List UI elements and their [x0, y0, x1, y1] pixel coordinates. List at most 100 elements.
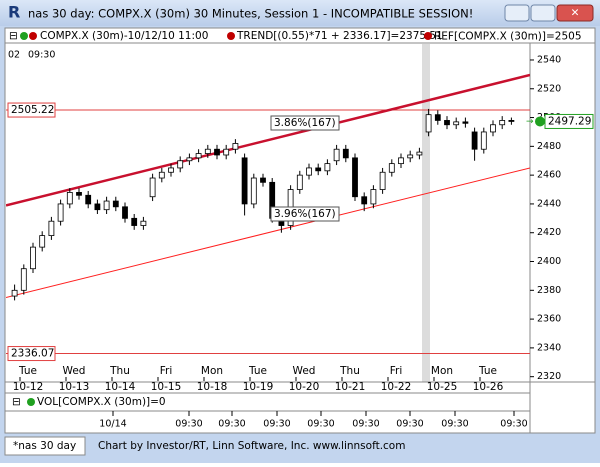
symbol-dot	[20, 32, 28, 40]
trend-label: TREND[(0.55)*71 + 2336.17]=2375.51	[236, 30, 443, 42]
y-tick-label: 2320	[537, 371, 561, 382]
app-icon: R	[8, 3, 20, 22]
candle-body	[158, 171, 165, 179]
y-tick-label: 2520	[537, 83, 561, 94]
annotation: 3.86%(167)	[274, 117, 336, 129]
close-button[interactable]	[556, 4, 594, 22]
candle-body	[214, 148, 220, 156]
y-tick-label: 2340	[537, 342, 561, 353]
date-label: 10-21	[335, 381, 366, 393]
candle-body	[122, 206, 128, 219]
time-label: 09:30	[175, 419, 202, 430]
symbol-label: COMPX.X (30m)-10/12/10 11:00	[40, 30, 208, 42]
y-tick-label: 2360	[537, 314, 561, 325]
annotation-box	[270, 115, 340, 131]
time-label: 09:30	[396, 419, 423, 430]
candle-body	[112, 200, 119, 208]
date-label: 10-25	[427, 381, 458, 393]
candle-body	[103, 200, 110, 211]
y-tick-label: 2420	[537, 227, 561, 238]
weekday-label: Wed	[63, 365, 86, 377]
minimize-button[interactable]	[504, 4, 530, 22]
candle-body	[315, 167, 322, 172]
candle-body	[434, 114, 441, 121]
candle-body	[471, 131, 478, 150]
candle-body	[30, 246, 36, 270]
time-label: 09:30	[441, 419, 468, 430]
ref-label: REF[COMPX.X (30m)]=2505	[434, 31, 582, 43]
level-label: 2336.07	[11, 348, 54, 360]
weekday-label: Tue	[248, 365, 267, 377]
y-tick-label: 2460	[537, 170, 561, 181]
candle-body	[223, 148, 230, 156]
candle-body	[361, 196, 368, 205]
level-box	[7, 346, 56, 362]
candle-body	[425, 114, 432, 133]
weekday-label: Fri	[390, 365, 403, 377]
maximize-button[interactable]	[530, 4, 556, 22]
candle-body	[306, 167, 312, 176]
level-box	[7, 102, 56, 118]
y-tick-label: 2480	[537, 141, 561, 152]
candle-body	[379, 171, 386, 190]
date-label: 10-15	[151, 381, 182, 393]
tab-label[interactable]: *nas 30 day	[13, 440, 76, 452]
session-gap	[422, 44, 430, 382]
ref-clip: REF[COMPX.X (30m)]=2505	[434, 31, 582, 43]
chart-tab[interactable]	[4, 436, 86, 456]
close-glyph: ✕	[571, 7, 580, 19]
collapse-icon[interactable]: ⊟	[9, 30, 18, 42]
candle-body	[462, 121, 469, 124]
date-label: 10-14	[105, 381, 136, 393]
last-price: 2497.29	[548, 115, 591, 127]
time-label: 09:30	[352, 419, 379, 430]
candle-body	[296, 174, 303, 190]
last-price-box	[544, 113, 594, 129]
candle-body	[195, 153, 202, 159]
volume-dot	[27, 398, 35, 406]
candle-body	[204, 148, 211, 154]
candle-body	[398, 157, 404, 165]
candle-body	[20, 268, 27, 291]
volume-icon[interactable]: ⊟	[12, 396, 21, 408]
time-label: 09:30	[263, 419, 290, 430]
date-label: 10-18	[197, 381, 228, 393]
candle-body	[352, 157, 358, 198]
last-dot	[535, 116, 545, 127]
weekday-label: Tue	[478, 365, 497, 377]
time-label: 09:30	[307, 419, 334, 430]
symbol-dot	[29, 32, 37, 40]
volume-label: VOL[COMPX.X (30m)]=0	[37, 396, 166, 408]
candle-body	[94, 203, 101, 211]
chart-panel	[4, 27, 596, 434]
candle-body	[11, 289, 18, 297]
candle-body	[260, 177, 266, 183]
time-label: 10/14	[99, 419, 126, 430]
candle-body	[490, 124, 496, 133]
date-label: 10-13	[59, 381, 90, 393]
corner-time: 09:30	[28, 50, 55, 61]
candle-body	[250, 177, 257, 205]
weekday-label: Fri	[160, 365, 173, 377]
annotation-box	[270, 206, 340, 222]
candle-body	[177, 160, 184, 169]
candle-body	[407, 154, 414, 159]
candle-body	[186, 157, 193, 162]
weekday-label: Thu	[109, 365, 130, 377]
trend-line	[6, 167, 530, 298]
date-label: 10-22	[381, 381, 412, 393]
date-label: 10-19	[243, 381, 274, 393]
candle-body	[57, 203, 64, 222]
y-tick-label: 2400	[537, 256, 561, 267]
y-tick-label: 2440	[537, 198, 561, 209]
candle-body	[39, 235, 46, 248]
time-label: 09:30	[218, 419, 245, 430]
candle-body	[48, 220, 55, 237]
volume-panel	[4, 392, 531, 412]
window-title: nas 30 day: COMPX.X (30m) 30 Minutes, Se…	[28, 7, 473, 21]
candle-body	[76, 192, 82, 196]
candle-body	[499, 120, 506, 126]
candle-body	[370, 189, 377, 205]
corner-date: 02	[8, 50, 20, 61]
